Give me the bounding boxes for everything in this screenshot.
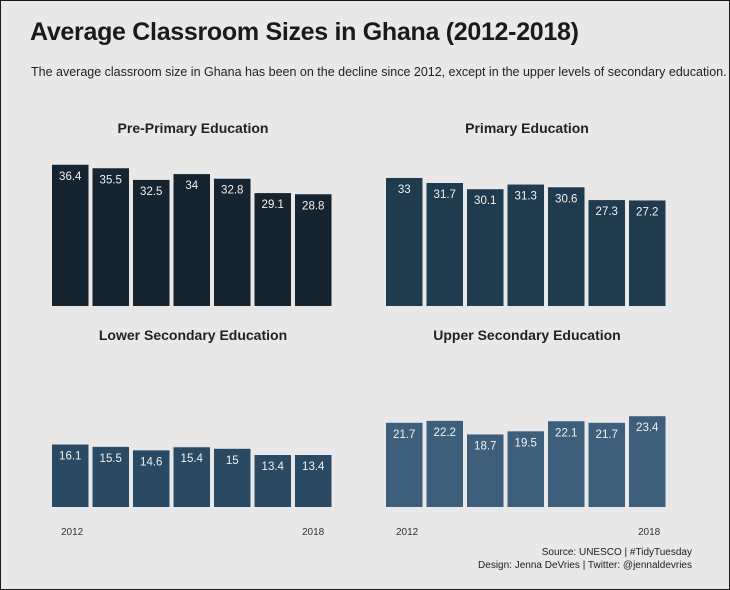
bar-2014 [133,450,170,507]
panel-primary: Primary Education 33 31.7 30.1 31.3 30.6 27.3… [386,120,668,310]
bar-2018 [629,416,666,507]
bar-value-label: 16.1 [59,451,81,463]
bar-value-label: 30.1 [474,195,496,207]
bar-chart-pre-primary: 36.4 35.5 32.5 34 32.8 29.1 28.8 [52,164,332,306]
panel-title: Primary Education [465,120,589,136]
bar-value-label: 28.8 [302,200,324,212]
bar-2012 [52,164,89,306]
bar-value-label: 27.3 [596,206,618,218]
bar-2015 [173,174,210,306]
bar-value-label: 30.6 [555,193,577,205]
bar-value-label: 35.5 [100,174,122,186]
bar-2015 [507,431,544,507]
bar-2014 [133,179,170,306]
bar-2018 [629,200,666,306]
bar-value-label: 31.7 [434,189,456,201]
bar-2014 [467,189,504,306]
panel-upper-secondary: Upper Secondary Education 21.7 22.2 18.7 19… [386,327,668,517]
caption-design: Design: Jenna DeVries | Twitter: @jennal… [478,560,692,571]
bar-2012 [52,444,89,507]
bar-value-label: 22.1 [555,427,577,439]
bar-value-label: 22.2 [434,427,456,439]
panel-lower-secondary: Lower Secondary Education 16.1 15.5 14.6 15… [52,327,334,517]
bar-value-label: 33 [398,184,411,196]
bar-value-label: 32.8 [221,185,243,197]
bar-2012 [386,422,423,507]
bar-value-label: 32.5 [140,186,162,198]
bar-chart-upper-secondary: 21.7 22.2 18.7 19.5 22.1 21.7 23.4 [386,416,666,507]
bar-value-label: 19.5 [515,437,537,449]
bar-value-label: 15.5 [100,453,122,465]
panel-title: Upper Secondary Education [433,327,621,343]
panel-title: Pre-Primary Education [117,120,269,136]
bar-2018 [295,455,332,507]
x-axis-start-label: 2012 [61,527,84,538]
bar-chart-primary: 33 31.7 30.1 31.3 30.6 27.3 27.2 [386,177,666,306]
bar-value-label: 21.7 [596,429,618,441]
x-axis-end-label: 2018 [302,527,325,538]
bar-value-label: 13.4 [302,461,325,473]
bar-value-label: 29.1 [262,199,284,211]
bar-value-label: 14.6 [140,456,162,468]
bar-2018 [295,194,332,306]
bar-2014 [467,434,504,507]
bar-value-label: 27.2 [636,206,658,218]
x-axis-start-label: 2012 [396,527,419,538]
bar-2012 [386,177,423,306]
bar-2013 [426,420,463,507]
bar-value-label: 15 [226,455,239,467]
bar-2017 [588,200,625,306]
bar-2013 [92,168,129,306]
caption-source: Source: UNESCO | #TidyTuesday [541,547,692,558]
chart-title: Average Classroom Sizes in Ghana (2012-2… [30,18,579,46]
bar-2015 [173,447,210,507]
bar-value-label: 15.4 [181,453,204,465]
bar-value-label: 34 [185,180,198,192]
bar-chart-lower-secondary: 16.1 15.5 14.6 15.4 15 13.4 13.4 [52,444,332,507]
x-axis-end-label: 2018 [638,527,661,538]
bar-value-label: 21.7 [393,429,415,441]
chart-subtitle: The average classroom size in Ghana has … [31,65,727,79]
bar-2017 [588,422,625,507]
bar-2016 [548,421,585,507]
bar-2013 [426,183,463,306]
bar-2017 [254,455,291,507]
bar-2013 [92,446,129,507]
bar-value-label: 18.7 [474,440,496,452]
bar-value-label: 23.4 [636,422,659,434]
bar-2016 [214,178,251,306]
bar-2016 [548,187,585,306]
bar-value-label: 31.3 [515,191,537,203]
bar-value-label: 36.4 [59,171,82,183]
bar-2015 [507,184,544,306]
bar-2017 [254,193,291,306]
panel-pre-primary: Pre-Primary Education 36.4 35.5 32.5 34 32.8… [52,120,334,310]
bar-value-label: 13.4 [262,461,285,473]
bar-2016 [214,448,251,507]
panel-title: Lower Secondary Education [98,327,288,343]
